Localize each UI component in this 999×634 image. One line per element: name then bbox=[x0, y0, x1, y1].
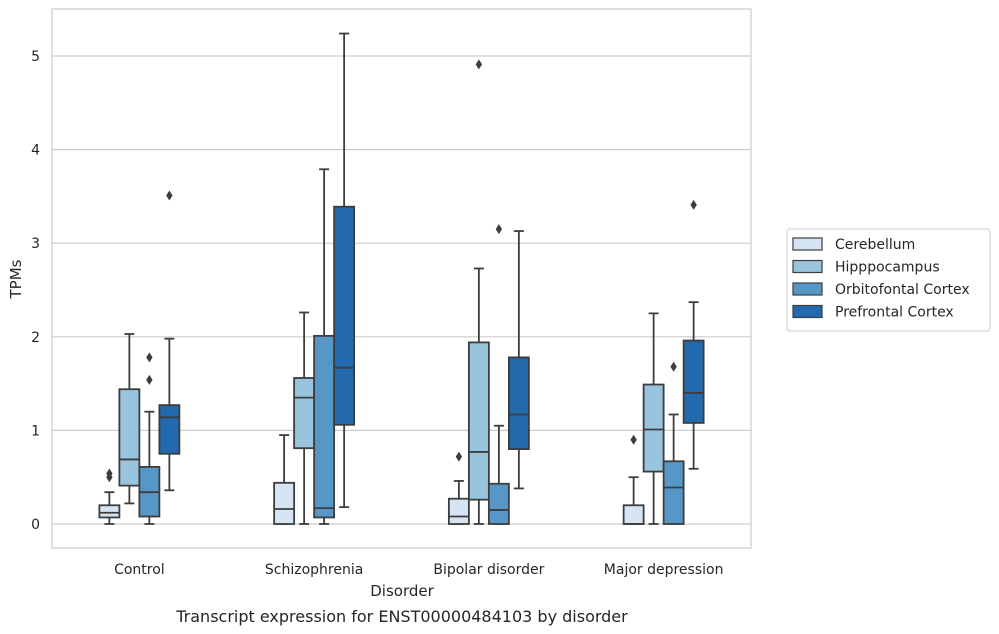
box bbox=[642, 383, 665, 473]
box-group bbox=[682, 199, 705, 470]
box bbox=[333, 205, 356, 426]
y-tick-label: 2 bbox=[31, 330, 40, 346]
legend-frame bbox=[786, 228, 991, 332]
x-tick-label: Major depression bbox=[604, 562, 724, 578]
x-tick-label: Schizophrenia bbox=[265, 562, 363, 578]
box-group bbox=[487, 224, 510, 525]
x-tick-label: Bipolar disorder bbox=[433, 562, 544, 578]
box bbox=[507, 356, 530, 451]
legend: Cerebellum Hipppocampus Orbitofontal Corte… bbox=[786, 228, 991, 332]
box-group bbox=[293, 311, 316, 525]
outlier-point bbox=[146, 374, 153, 385]
box-plot-series bbox=[98, 32, 705, 525]
y-tick-label: 5 bbox=[31, 49, 40, 65]
x-axis-ticks: Control Schizophrenia Bipolar disorder Majo… bbox=[114, 562, 723, 578]
box bbox=[682, 339, 705, 424]
outlier-point bbox=[106, 468, 113, 479]
outlier-point bbox=[670, 361, 677, 372]
legend-swatch bbox=[792, 259, 823, 274]
y-tick-label: 3 bbox=[31, 236, 40, 252]
box-group bbox=[642, 312, 665, 525]
legend-label: Orbitofontal Cortex bbox=[835, 282, 970, 298]
box-group bbox=[273, 434, 296, 525]
box-group bbox=[158, 190, 181, 492]
box bbox=[622, 504, 645, 525]
box bbox=[313, 334, 336, 519]
legend-swatch bbox=[792, 282, 823, 296]
x-axis-label: Disorder bbox=[370, 582, 434, 600]
box bbox=[293, 377, 316, 450]
outlier-point bbox=[630, 434, 637, 445]
box-group bbox=[333, 32, 356, 509]
y-tick-label: 1 bbox=[31, 423, 40, 439]
x-tick-label: Control bbox=[114, 562, 165, 578]
box-group bbox=[447, 451, 470, 525]
legend-swatch bbox=[792, 304, 823, 319]
outlier-point bbox=[166, 190, 173, 201]
outlier-point bbox=[455, 451, 463, 462]
box-group bbox=[138, 352, 161, 525]
outlier-point bbox=[690, 199, 697, 210]
box bbox=[158, 404, 181, 455]
box bbox=[118, 388, 141, 487]
box bbox=[662, 460, 685, 525]
y-axis-label: TPMs bbox=[7, 259, 25, 299]
outlier-point bbox=[495, 224, 503, 235]
legend-label: Prefrontal Cortex bbox=[835, 305, 954, 321]
legend-label: Cerebellum bbox=[835, 237, 915, 253]
box-group bbox=[467, 59, 490, 525]
outlier-point bbox=[146, 352, 153, 363]
box-group bbox=[662, 361, 685, 525]
box bbox=[273, 481, 296, 525]
y-axis-ticks: 0 1 2 3 4 5 bbox=[31, 49, 40, 533]
box-group bbox=[622, 434, 645, 525]
box-group bbox=[118, 333, 141, 505]
box bbox=[467, 341, 490, 501]
y-tick-label: 0 bbox=[31, 517, 40, 533]
legend-swatch bbox=[792, 237, 823, 251]
chart-caption: Transcript expression for ENST0000048410… bbox=[175, 607, 628, 626]
plot-area-frame bbox=[51, 8, 752, 549]
legend-label: Hipppocampus bbox=[835, 260, 940, 276]
box bbox=[447, 497, 470, 525]
box-group bbox=[98, 468, 121, 525]
box bbox=[487, 482, 510, 525]
y-tick-label: 4 bbox=[31, 143, 40, 159]
box-group bbox=[313, 168, 336, 525]
outlier-point bbox=[475, 59, 483, 70]
box-group bbox=[507, 230, 530, 490]
box bbox=[98, 504, 121, 519]
